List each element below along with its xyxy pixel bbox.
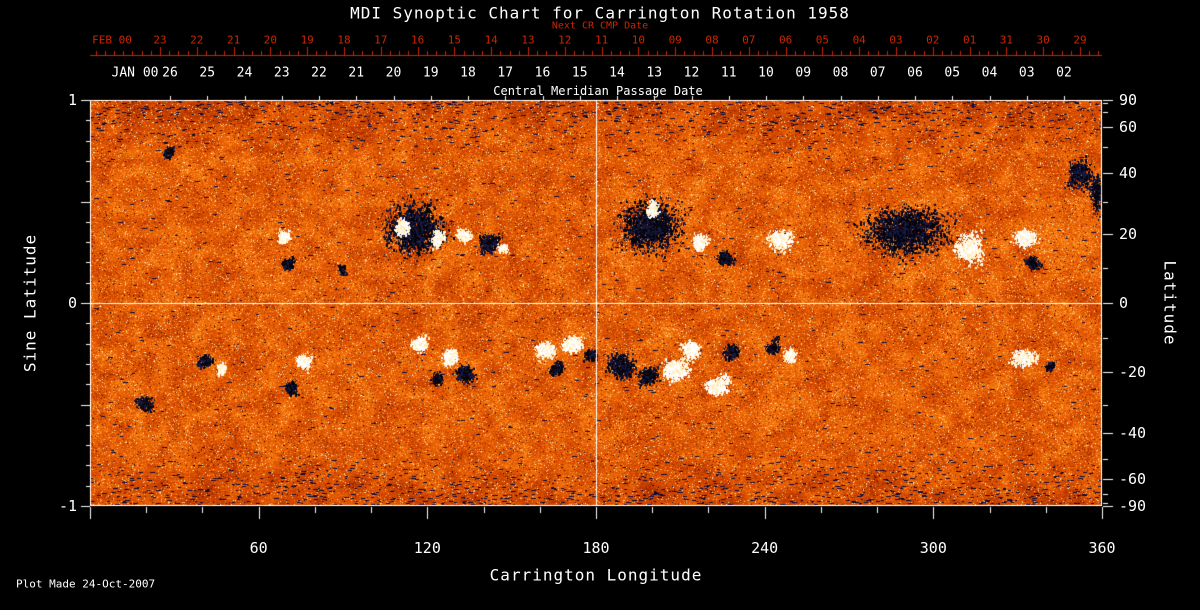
y-right-tick-label: -90 [1119, 497, 1147, 515]
x-axis-title: Carrington Longitude [489, 565, 703, 585]
cmp-axis-tick-label: 15 [571, 65, 588, 81]
cmp-axis-tick-label: 14 [609, 65, 625, 81]
y-right-tick-label: 0 [1119, 294, 1129, 312]
y-right-tick-label: 40 [1119, 164, 1138, 182]
y-right-tick-label: -60 [1119, 470, 1147, 488]
x-axis-tick-label: 120 [413, 539, 441, 557]
cmp-axis-tick-label: 06 [907, 65, 923, 81]
top-axis-tick-label: 02 [926, 33, 940, 47]
x-axis-tick-label: 360 [1088, 539, 1116, 557]
cmp-axis-tick-label: 18 [460, 65, 476, 81]
top-axis-tick-label: 14 [484, 33, 498, 47]
top-axis-tick-label: 22 [190, 33, 204, 47]
y-right-tick-label: -40 [1119, 424, 1147, 442]
x-axis-tick-label: 300 [919, 539, 947, 557]
top-axis-tick-label: 08 [705, 33, 719, 47]
cmp-axis-tick-label: 10 [758, 65, 774, 81]
top-axis-tick-label: 03 [889, 33, 903, 47]
top-axis-tick-label: 10 [631, 33, 646, 47]
top-axis-tick-label: 04 [852, 33, 866, 47]
top-axis-tick-label: 21 [226, 33, 241, 47]
cmp-axis-tick-label: 17 [497, 65, 514, 81]
cmp-axis-tick-label: 05 [944, 65, 961, 81]
top-axis-tick-label: 07 [742, 33, 756, 47]
top-axis-tick-label: 15 [447, 33, 462, 47]
top-axis-tick-label: 12 [558, 33, 572, 47]
cmp-axis-tick-label: 26 [162, 65, 178, 81]
x-axis-tick-label: 180 [582, 539, 610, 557]
top-axis-tick-label: 11 [594, 33, 609, 47]
top-axis-tick-label: 01 [962, 33, 977, 47]
cmp-axis-tick-label: 11 [720, 65, 737, 81]
top-axis-tick-label: 19 [300, 33, 314, 47]
x-axis-tick-label: 60 [249, 539, 268, 557]
cmp-axis-tick-label: 20 [385, 65, 402, 81]
y-right-tick-label: 90 [1119, 91, 1138, 109]
cmp-axis-tick-label: 12 [683, 65, 700, 81]
cmp-axis-tick-label: 08 [832, 65, 849, 81]
y-right-tick-label: 20 [1119, 225, 1138, 243]
cmp-axis-tick-label: 07 [869, 65, 886, 81]
top-axis-tick-label: 05 [815, 33, 830, 47]
y-right-tick-label: 60 [1119, 118, 1138, 136]
top-axis-tick-label: 06 [778, 33, 793, 47]
top-axis-tick-label: 23 [153, 33, 167, 47]
cmp-axis-tick-label: 24 [236, 65, 253, 81]
top-axis-tick-label: 13 [521, 33, 535, 47]
cmp-axis-tick-label: 13 [646, 65, 663, 81]
next-cr-cmp-date-label: Next CR CMP Date [551, 20, 649, 32]
top-axis-tick-label: 16 [410, 33, 425, 47]
y-axis-right-title: Latitude [1160, 260, 1180, 346]
top-axis-tick-label: 31 [999, 33, 1014, 47]
cmp-axis-title: Central Meridian Passage Date [493, 84, 703, 98]
cmp-axis-tick-label: 19 [422, 65, 439, 81]
cmp-axis-tick-label: 09 [795, 65, 812, 81]
cmp-axis-month-label: JAN 00 [111, 65, 159, 81]
cmp-axis-tick-label: 04 [981, 65, 998, 81]
y-axis-left-title: Sine Latitude [20, 233, 40, 373]
top-axis-tick-label: 29 [1073, 33, 1087, 47]
top-axis-month-label: FEB 00 [92, 33, 132, 47]
cmp-axis-tick-label: 23 [273, 65, 290, 81]
top-axis-tick-label: 18 [337, 33, 351, 47]
y-left-tick-label: 0 [67, 294, 77, 312]
y-left-tick-label: -1 [58, 497, 77, 515]
cmp-axis-tick-label: 16 [534, 65, 551, 81]
cmp-axis-tick-label: 25 [199, 65, 216, 81]
top-axis-tick-label: 20 [263, 33, 278, 47]
cmp-axis-tick-label: 02 [1056, 65, 1072, 81]
cmp-axis-tick-label: 21 [348, 65, 365, 81]
top-axis-tick-label: 17 [374, 33, 388, 47]
x-axis-tick-label: 240 [751, 539, 779, 557]
plot-made-note: Plot Made 24-Oct-2007 [16, 577, 156, 591]
top-axis-tick-label: 30 [1036, 33, 1050, 47]
cmp-axis-tick-label: 03 [1018, 65, 1035, 81]
y-left-tick-label: 1 [67, 91, 77, 109]
top-axis-tick-label: 09 [668, 33, 682, 47]
cmp-axis-tick-label: 22 [311, 65, 327, 81]
chart-title: MDI Synoptic Chart for Carrington Rotati… [350, 3, 850, 23]
y-right-tick-label: -20 [1119, 363, 1147, 381]
